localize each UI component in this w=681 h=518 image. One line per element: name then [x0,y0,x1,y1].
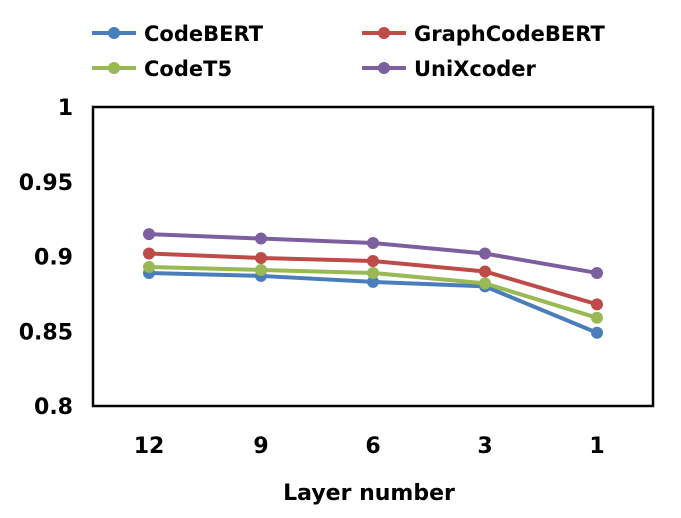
series-codet5 [143,260,603,324]
series-graphcodebert [143,247,603,311]
series-unixcoder [143,228,603,279]
data-point [591,266,603,279]
data-point [367,275,379,288]
x-tick-label: 1 [589,434,604,459]
data-point [367,254,379,267]
legend-item: GraphCodeBERT [362,22,605,46]
data-point [143,260,155,273]
data-point [591,298,603,311]
y-tick-label: 0.9 [34,246,73,271]
legend-swatch-marker [108,27,120,39]
data-point [255,251,267,264]
x-tick-label: 6 [365,434,380,459]
legend-label: CodeBERT [144,22,264,46]
y-axis: 0.8 0.85 0.9 0.95 1 [19,96,73,420]
data-point [255,232,267,245]
data-point [479,247,491,260]
y-tick-label: 0.95 [19,171,73,196]
data-point [143,228,155,241]
legend-swatch-marker [378,27,390,39]
x-tick-label: 3 [477,434,492,459]
legend-item: CodeBERT [92,22,264,46]
x-axis: 12 9 6 3 1 [134,434,605,459]
legend-item: UniXcoder [362,57,537,81]
data-point [479,277,491,290]
x-tick-label: 12 [134,434,165,459]
legend: CodeBERT GraphCodeBERT CodeT5 UniXcoder [92,22,605,81]
data-point [591,326,603,339]
y-tick-label: 0.85 [19,320,73,345]
legend-label: UniXcoder [414,57,537,81]
y-tick-label: 0.8 [34,395,73,420]
data-point [367,266,379,279]
x-axis-label: Layer number [283,481,455,506]
data-point [255,263,267,276]
legend-label: GraphCodeBERT [414,22,605,46]
legend-swatch-marker [108,62,120,74]
y-tick-label: 1 [58,96,73,121]
legend-swatch-marker [378,62,390,74]
legend-label: CodeT5 [144,57,232,81]
series-layer [143,228,603,339]
data-point [367,237,379,250]
x-tick-label: 9 [253,434,268,459]
data-point [143,247,155,260]
data-point [591,311,603,324]
legend-item: CodeT5 [92,57,232,81]
data-point [479,265,491,278]
